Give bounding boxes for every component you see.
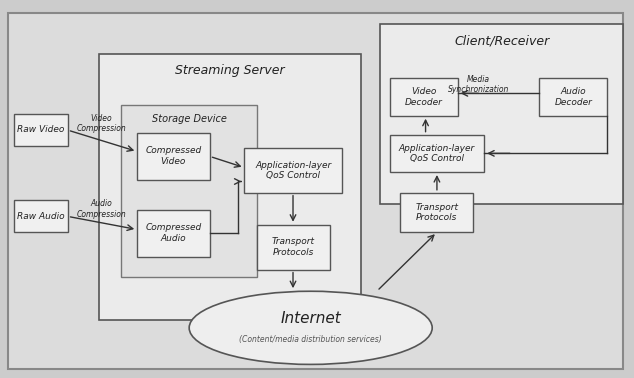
FancyBboxPatch shape <box>245 148 342 193</box>
Text: Transport
Protocols: Transport Protocols <box>415 203 458 222</box>
Text: Internet: Internet <box>280 311 341 326</box>
Text: Compressed
Video: Compressed Video <box>145 146 202 166</box>
Text: Raw Audio: Raw Audio <box>17 212 65 221</box>
Text: Application-layer
QoS Control: Application-layer QoS Control <box>256 161 332 180</box>
Text: Raw Video: Raw Video <box>17 125 65 135</box>
Text: Video
Compression: Video Compression <box>76 114 126 133</box>
FancyBboxPatch shape <box>389 78 458 116</box>
Text: Media
Synchronization: Media Synchronization <box>448 75 509 94</box>
FancyBboxPatch shape <box>380 24 623 204</box>
Ellipse shape <box>189 291 432 364</box>
Text: Audio
Decoder: Audio Decoder <box>554 87 592 107</box>
Text: Compressed
Audio: Compressed Audio <box>145 223 202 243</box>
Text: Client/Receiver: Client/Receiver <box>454 34 549 47</box>
FancyBboxPatch shape <box>121 105 257 277</box>
FancyBboxPatch shape <box>400 193 473 232</box>
FancyBboxPatch shape <box>137 133 210 180</box>
Text: Audio
Compression: Audio Compression <box>76 199 126 218</box>
FancyBboxPatch shape <box>14 114 68 146</box>
Text: (Content/media distribution services): (Content/media distribution services) <box>239 335 382 344</box>
FancyBboxPatch shape <box>539 78 607 116</box>
FancyBboxPatch shape <box>8 12 623 369</box>
FancyBboxPatch shape <box>14 200 68 232</box>
FancyBboxPatch shape <box>389 135 484 172</box>
FancyBboxPatch shape <box>100 54 361 320</box>
FancyBboxPatch shape <box>257 225 330 270</box>
Text: Application-layer
QoS Control: Application-layer QoS Control <box>399 144 475 163</box>
FancyBboxPatch shape <box>137 210 210 257</box>
Text: Streaming Server: Streaming Server <box>176 64 285 77</box>
Text: Video
Decoder: Video Decoder <box>404 87 443 107</box>
Text: Transport
Protocols: Transport Protocols <box>272 237 315 257</box>
Text: Storage Device: Storage Device <box>152 114 226 124</box>
